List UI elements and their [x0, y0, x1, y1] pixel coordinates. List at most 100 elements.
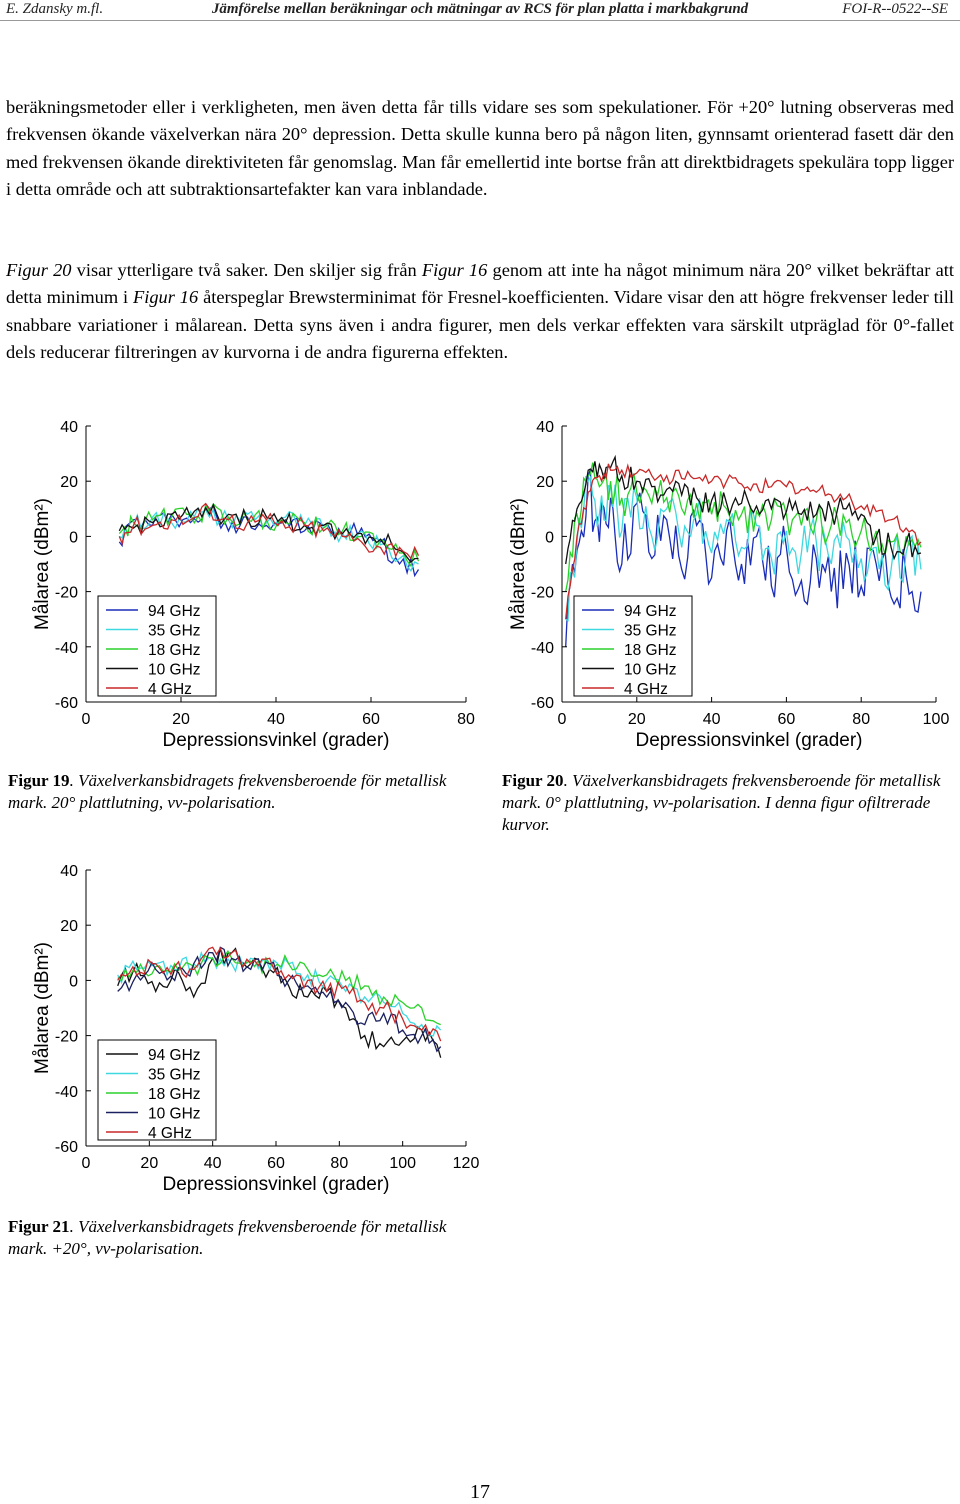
y-tick-label: -20	[55, 1029, 78, 1046]
x-tick-label: 0	[82, 1155, 91, 1172]
y-tick-label: -40	[531, 640, 554, 657]
legend-label: 35 GHz	[624, 623, 677, 640]
legend-label: 18 GHz	[624, 642, 677, 659]
x-tick-label: 40	[703, 711, 721, 728]
series-line-10-ghz	[117, 946, 442, 1053]
paragraph-1-text: beräkningsmetoder eller i verkligheten, …	[6, 97, 954, 199]
header-rule	[0, 20, 960, 21]
x-tick-label: 80	[330, 1155, 348, 1172]
caption-label: Figur 21	[8, 1217, 70, 1236]
caption-text: . Växelverkansbidragets frekvensberoende…	[8, 1217, 447, 1258]
page-header: E. Zdansky m.fl. Jämförelse mellan beräk…	[0, 0, 960, 22]
legend-label: 4 GHz	[624, 681, 668, 698]
header-report-id: FOI-R--0522--SE	[842, 1, 948, 17]
x-tick-label: 100	[389, 1155, 416, 1172]
paragraph-2-part-b: genom att inte ha något minimum nära 20°…	[6, 260, 954, 308]
legend-label: 4 GHz	[148, 681, 192, 698]
legend-box	[97, 595, 217, 697]
y-tick-label: 0	[545, 529, 554, 546]
legend-label: 35 GHz	[148, 1067, 201, 1084]
x-tick-label: 0	[558, 711, 567, 728]
y-tick-label: -60	[55, 695, 78, 712]
y-axis-label: Målarea (dBm²)	[32, 942, 53, 1074]
series-line-4-ghz	[117, 946, 442, 1042]
x-tick-label: 20	[140, 1155, 158, 1172]
legend-label: 18 GHz	[148, 1086, 201, 1103]
series-line-18-ghz	[565, 462, 922, 592]
y-tick-label: 40	[536, 419, 554, 436]
x-tick-label: 80	[457, 711, 475, 728]
figure-21-chart: 40 20 0 -20 -40 -60 0 20 40 60 80 100 120 Depressions…	[28, 856, 480, 1204]
y-tick-label: 20	[60, 918, 78, 935]
legend-box	[573, 595, 693, 697]
series-line-94-ghz	[117, 947, 442, 1058]
legend-label: 94 GHz	[148, 1047, 201, 1064]
y-tick-label: -20	[531, 585, 554, 602]
series-line-10-ghz	[118, 503, 419, 564]
x-tick-label: 20	[172, 711, 190, 728]
y-tick-label: 20	[536, 474, 554, 491]
figure-ref: Figur 16	[421, 260, 488, 280]
legend-label: 10 GHz	[148, 662, 201, 679]
series-line-10-ghz	[565, 454, 922, 565]
y-tick-label: 0	[69, 529, 78, 546]
y-tick-label: 20	[60, 474, 78, 491]
legend-label: 35 GHz	[148, 623, 201, 640]
figure-20-caption: Figur 20. Växelverkansbidragets frekvens…	[502, 770, 947, 836]
page-number: 17	[470, 1481, 490, 1503]
legend-label: 10 GHz	[624, 662, 677, 679]
y-axis-label: Målarea (dBm²)	[32, 498, 53, 630]
series-line-18-ghz	[117, 949, 441, 1026]
y-axis-label: Målarea (dBm²)	[508, 498, 529, 630]
y-tick-label: -40	[55, 1084, 78, 1101]
series-line-4-ghz	[118, 502, 420, 560]
paragraph-2-part-c: återspeglar Brewsterminimat för Fresnel-…	[6, 287, 955, 362]
figure-ref: Figur 16	[133, 287, 199, 308]
legend-label: 18 GHz	[148, 642, 201, 659]
caption-label: Figur 20	[502, 771, 564, 790]
y-tick-label: 40	[60, 419, 78, 436]
y-tick-label: -40	[55, 640, 78, 657]
figure-19-chart: 40 20 0 -20 -40 -60 0 20 40 60 80 Depressionsvinkel…	[28, 412, 480, 760]
paragraph-2-text: Figur 20 visar ytterligare två saker. De…	[6, 257, 954, 366]
x-tick-label: 40	[204, 1155, 222, 1172]
figure-ref: Figur 20	[6, 260, 72, 280]
x-tick-label: 120	[453, 1155, 480, 1172]
y-tick-label: 0	[69, 973, 78, 990]
x-tick-label: 0	[82, 711, 91, 728]
header-title: Jämförelse mellan beräkningar och mätnin…	[211, 1, 749, 17]
paragraph-2-part-a: visar ytterligare två saker. Den skiljer…	[71, 260, 422, 280]
y-tick-label: 40	[60, 863, 78, 880]
caption-text: . Växelverkansbidragets frekvensberoende…	[502, 771, 941, 834]
x-axis-label: Depressionsvinkel (grader)	[162, 730, 389, 751]
figure-21-caption: Figur 21. Växelverkansbidragets frekvens…	[8, 1216, 458, 1260]
x-tick-label: 40	[267, 711, 285, 728]
paragraph-2: Figur 20 visar ytterligare två saker. De…	[6, 257, 954, 366]
x-tick-label: 60	[778, 711, 796, 728]
caption-label: Figur 19	[8, 771, 70, 790]
figure-20-chart: 40 20 0 -20 -40 -60 0 20 40 60 80 100 Depressionsvin…	[504, 412, 950, 760]
x-tick-label: 60	[267, 1155, 285, 1172]
x-tick-label: 20	[628, 711, 646, 728]
paragraph-1: beräkningsmetoder eller i verkligheten, …	[6, 94, 954, 203]
figure-19-caption: Figur 19. Växelverkansbidragets frekvens…	[8, 770, 458, 814]
x-tick-label: 80	[852, 711, 870, 728]
legend-label: 4 GHz	[148, 1125, 192, 1142]
x-tick-label: 60	[362, 711, 380, 728]
x-tick-label: 100	[923, 711, 950, 728]
series-line-4-ghz	[565, 463, 922, 620]
legend-box	[97, 1039, 217, 1141]
y-tick-label: -60	[55, 1139, 78, 1156]
header-authors: E. Zdansky m.fl.	[6, 1, 104, 17]
legend-label: 10 GHz	[148, 1106, 201, 1123]
legend-label: 94 GHz	[624, 603, 677, 620]
x-axis-label: Depressionsvinkel (grader)	[635, 730, 862, 751]
caption-text: . Växelverkansbidragets frekvensberoende…	[8, 771, 447, 812]
y-tick-label: -60	[531, 695, 554, 712]
x-axis-label: Depressionsvinkel (grader)	[162, 1174, 389, 1195]
legend-label: 94 GHz	[148, 603, 201, 620]
y-tick-label: -20	[55, 585, 78, 602]
